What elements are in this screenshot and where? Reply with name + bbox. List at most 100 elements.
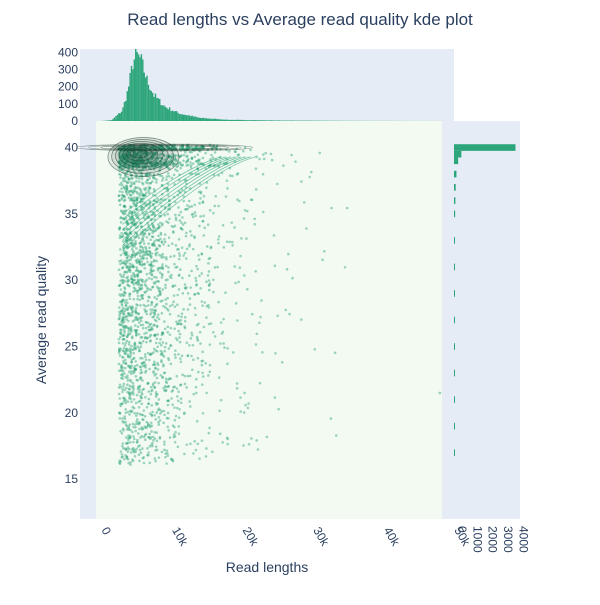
- scatter-point: [147, 390, 150, 393]
- scatter-point: [209, 364, 212, 367]
- scatter-point: [163, 320, 166, 323]
- scatter-point: [164, 241, 167, 244]
- scatter-point: [164, 328, 167, 331]
- scatter-point: [123, 321, 126, 324]
- scatter-point: [145, 341, 148, 344]
- scatter-point: [160, 374, 163, 377]
- scatter-point: [259, 316, 262, 319]
- scatter-point: [151, 274, 154, 277]
- top-histogram-bar: [120, 113, 121, 121]
- scatter-point: [208, 370, 211, 373]
- scatter-point: [203, 326, 206, 329]
- scatter-point: [260, 299, 263, 302]
- scatter-point: [140, 426, 143, 429]
- scatter-point: [181, 228, 184, 231]
- scatter-point: [158, 416, 161, 419]
- scatter-point: [164, 456, 167, 459]
- scatter-point: [212, 212, 215, 215]
- scatter-point: [207, 223, 210, 226]
- scatter-point: [139, 357, 142, 360]
- scatter-point: [124, 180, 127, 183]
- top-histogram-bar: [241, 120, 242, 121]
- scatter-point: [130, 326, 133, 329]
- scatter-point: [145, 279, 148, 282]
- scatter-point: [119, 405, 122, 408]
- scatter-point: [150, 421, 153, 424]
- top-histogram-bar: [165, 107, 166, 121]
- scatter-point: [175, 244, 178, 247]
- scatter-point: [194, 314, 197, 317]
- top-histogram-bar: [237, 120, 238, 121]
- scatter-point: [255, 439, 258, 442]
- scatter-point: [202, 220, 205, 223]
- scatter-point: [229, 174, 232, 177]
- scatter-point: [154, 249, 157, 252]
- right-histogram-bar: [454, 211, 455, 218]
- scatter-point: [141, 447, 144, 450]
- scatter-point: [121, 453, 124, 456]
- top-histogram-bar: [203, 118, 204, 121]
- scatter-point: [142, 304, 145, 307]
- scatter-point: [163, 214, 166, 217]
- scatter-point: [334, 351, 337, 354]
- scatter-point: [135, 242, 138, 245]
- scatter-point: [170, 397, 173, 400]
- scatter-point: [122, 240, 125, 243]
- scatter-point: [180, 211, 183, 214]
- top-histogram-bar: [121, 112, 122, 121]
- top-histogram-bar: [146, 76, 147, 121]
- scatter-point: [133, 407, 136, 410]
- scatter-point: [239, 255, 242, 258]
- scatter-point: [175, 375, 178, 378]
- scatter-point: [179, 167, 182, 170]
- scatter-point: [166, 449, 169, 452]
- scatter-point: [176, 248, 179, 251]
- scatter-point: [201, 304, 204, 307]
- scatter-point: [181, 216, 184, 219]
- top-histogram-bar: [254, 120, 255, 121]
- right-histogram-bar: [454, 317, 455, 324]
- scatter-point: [174, 224, 177, 227]
- scatter-point: [120, 365, 123, 368]
- scatter-point: [123, 186, 126, 189]
- scatter-point: [141, 379, 144, 382]
- scatter-point: [140, 402, 143, 405]
- top-histogram-bar: [227, 120, 228, 121]
- scatter-point: [130, 275, 133, 278]
- scatter-point: [152, 351, 155, 354]
- right-histogram-bar: [454, 151, 461, 158]
- scatter-point: [153, 361, 156, 364]
- scatter-point: [131, 431, 134, 434]
- scatter-point: [153, 431, 156, 434]
- scatter-point: [147, 424, 150, 427]
- scatter-point: [156, 325, 159, 328]
- y-tick-label: 35: [65, 207, 79, 221]
- scatter-point: [127, 425, 130, 428]
- top-histogram-bar: [183, 115, 184, 121]
- scatter-point: [133, 283, 136, 286]
- top-histogram-bar: [206, 118, 207, 121]
- scatter-point: [127, 333, 130, 336]
- scatter-point: [144, 438, 147, 441]
- scatter-point: [132, 352, 135, 355]
- scatter-point: [160, 359, 163, 362]
- scatter-point: [119, 217, 122, 220]
- scatter-point: [223, 246, 226, 249]
- scatter-point: [157, 313, 160, 316]
- scatter-point: [176, 303, 179, 306]
- scatter-point: [172, 386, 175, 389]
- scatter-point: [128, 190, 131, 193]
- scatter-point: [214, 151, 217, 154]
- top-histogram-bar: [224, 120, 225, 121]
- top-histogram-bar: [149, 90, 150, 121]
- scatter-point: [206, 245, 209, 248]
- scatter-point: [146, 273, 149, 276]
- scatter-point: [218, 235, 221, 238]
- kde-contour: [108, 138, 179, 177]
- top-histogram-bar: [272, 120, 273, 121]
- scatter-point: [155, 373, 158, 376]
- scatter-point: [208, 289, 211, 292]
- scatter-point: [154, 460, 157, 463]
- scatter-point: [188, 400, 191, 403]
- scatter-point: [303, 201, 306, 204]
